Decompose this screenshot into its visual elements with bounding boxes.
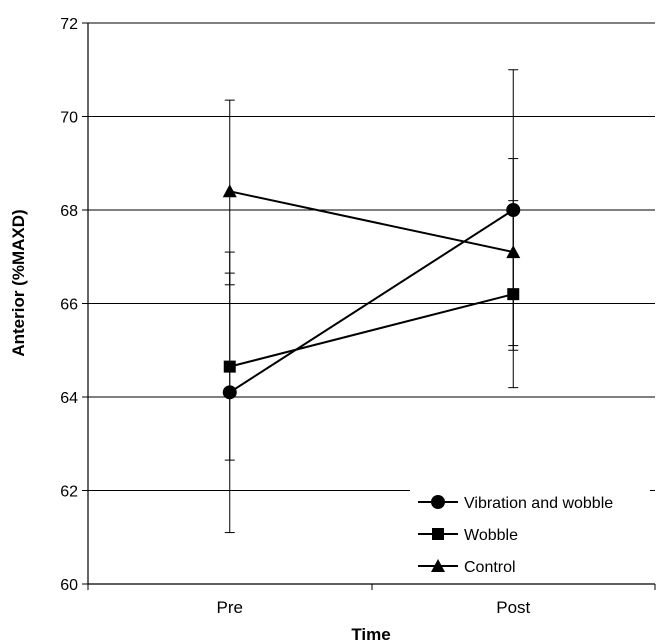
legend-marker: [431, 495, 445, 509]
x-tick-label: Post: [496, 598, 530, 617]
series-layer: [222, 69, 521, 534]
legend-marker: [432, 528, 444, 540]
legend-label: Wobble: [464, 527, 518, 544]
series-line: [229, 293, 514, 368]
y-tick-label: 66: [60, 297, 78, 314]
y-axis-label: Anterior (%MAXD): [9, 209, 28, 356]
legend-label: Vibration and wobble: [464, 495, 613, 512]
y-tick-label: 72: [60, 16, 78, 33]
gridlines: [82, 22, 655, 585]
legend-marker: [431, 559, 445, 572]
data-point: [223, 360, 236, 373]
legend-label: Control: [464, 559, 516, 576]
series-square: [223, 200, 520, 461]
series-circle: [222, 69, 521, 534]
axes: [87, 23, 656, 590]
series-triangle: [222, 99, 521, 351]
data-point: [506, 245, 521, 259]
y-tick-label: 60: [60, 577, 78, 594]
x-tick-label: Pre: [217, 598, 243, 617]
series-line: [229, 190, 514, 254]
x-tick-labels: Pre Post: [217, 598, 531, 617]
y-tick-label: 62: [60, 484, 78, 501]
y-tick-label: 64: [60, 390, 78, 407]
y-tick-labels: 60 62 64 66 68 70 72: [60, 16, 78, 594]
data-point: [222, 184, 237, 198]
x-axis-label: Time: [351, 625, 390, 644]
y-tick-label: 68: [60, 203, 78, 220]
y-tick-label: 70: [60, 110, 78, 127]
legend: Vibration and wobble Wobble Control: [410, 486, 650, 579]
series-line: [229, 209, 514, 394]
